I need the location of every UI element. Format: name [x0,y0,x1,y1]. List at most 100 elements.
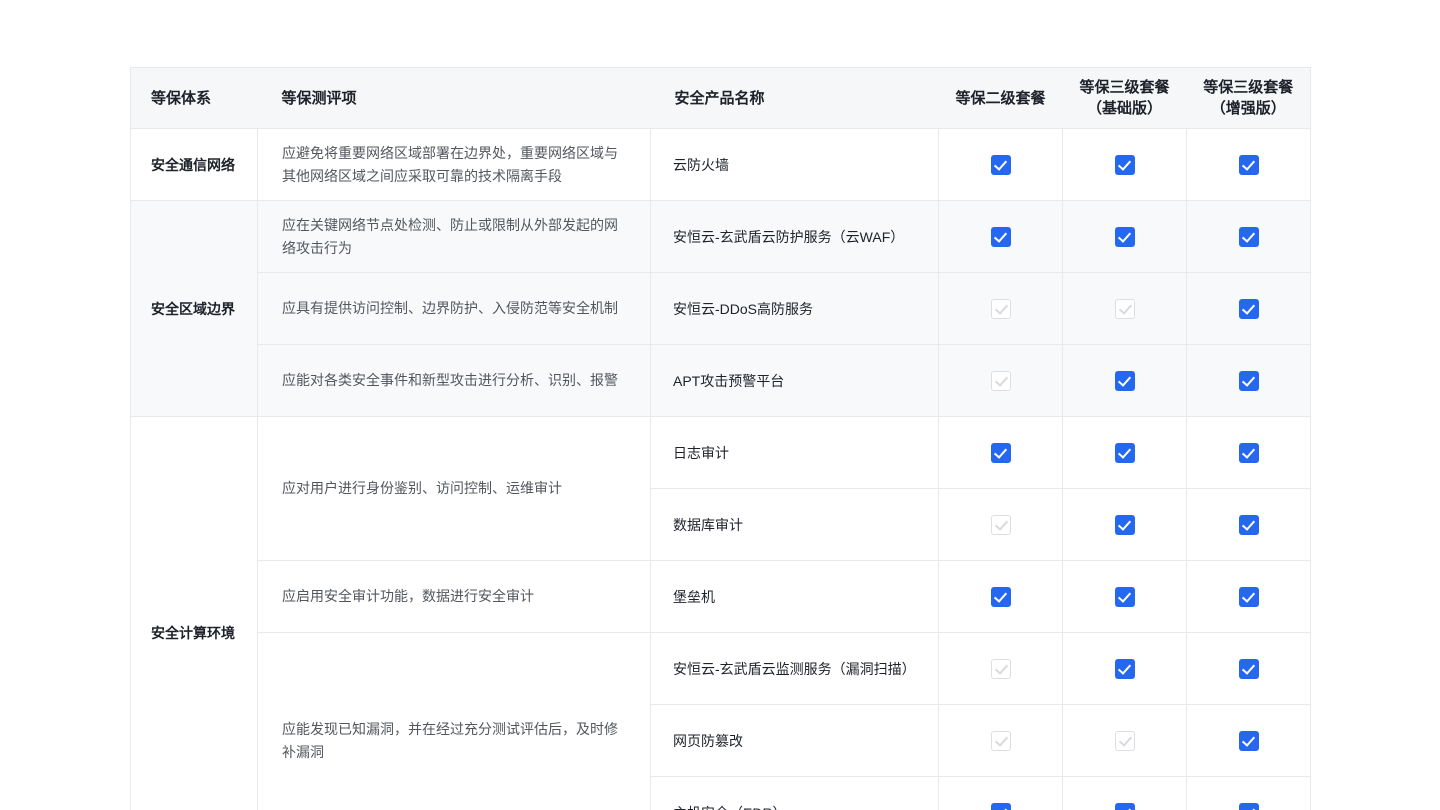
package-check-cell [1186,344,1311,417]
checkbox-checked-icon[interactable] [990,154,1011,175]
table-body: 安全通信网络 应避免将重要网络区域部署在边界处，重要网络区域与其他网络区域之间应采… [130,128,1311,810]
table-row: 应能发现已知漏洞，并在经过充分测试评估后，及时修补漏洞 安恒云-玄武盾云监测服务（… [131,632,1311,810]
product-name-cell: 安恒云-玄武盾云防护服务（云WAF） [650,200,939,273]
column-header-label: 等保测评项 [281,89,357,107]
package-check-cell [1062,128,1187,201]
checkbox-unchecked-icon[interactable] [990,730,1011,751]
column-header-label: 等保三级套餐 [1203,79,1294,96]
package-check-cell [938,416,1063,489]
checkbox-checked-icon[interactable] [1114,370,1135,391]
package-check-cell [1062,560,1187,633]
checkbox-unchecked-icon[interactable] [1114,730,1135,751]
table-row: 应能对各类安全事件和新型攻击进行分析、识别、报警 APT攻击预警平台 [131,344,1311,417]
header-row: 等保体系 等保测评项 安全产品名称 等保二级套餐 等保三级套餐 （基础版） [130,67,1311,129]
checkbox-checked-icon[interactable] [1238,586,1259,607]
column-header-package-level2: 等保二级套餐 [938,67,1063,129]
column-header-package-level3-enhanced: 等保三级套餐 （增强版） [1186,67,1311,129]
table-row: 安全区域边界 应在关键网络节点处检测、防止或限制从外部发起的网络攻击行为 安恒云-玄… [130,200,1311,417]
checkbox-checked-icon[interactable] [1238,370,1259,391]
column-header-sublabel: （基础版） [1086,100,1162,117]
column-header-label: 安全产品名称 [674,89,765,107]
checkbox-checked-icon[interactable] [990,226,1011,247]
column-header-package-level3-basic: 等保三级套餐 （基础版） [1062,67,1187,129]
product-name-cell: 堡垒机 [650,560,939,633]
checkbox-checked-icon[interactable] [1238,514,1259,535]
package-check-cell [1062,632,1187,705]
package-check-cell [1186,200,1311,273]
checkbox-checked-icon[interactable] [1114,658,1135,679]
system-cell: 安全区域边界 [130,200,258,417]
table-row: 安全计算环境 应对用户进行身份鉴别、访问控制、运维审计 日志审计 [130,416,1311,810]
package-check-cell [1186,128,1311,201]
checkbox-checked-icon[interactable] [990,442,1011,463]
package-check-cell [1186,704,1311,777]
system-cell: 安全通信网络 [130,128,258,201]
checkbox-unchecked-icon[interactable] [990,514,1011,535]
product-name-cell: 云防火墙 [650,128,939,201]
package-check-cell [1062,776,1187,810]
package-check-cell [1186,272,1311,345]
column-header-product: 安全产品名称 [650,67,939,129]
checkbox-checked-icon[interactable] [1238,658,1259,679]
checkbox-checked-icon[interactable] [1114,154,1135,175]
column-header-label: 等保体系 [151,89,212,107]
system-cell: 安全计算环境 [130,416,258,810]
product-name-cell: 日志审计 [650,416,939,489]
requirement-cell: 应在关键网络节点处检测、防止或限制从外部发起的网络攻击行为 [257,200,651,273]
checkbox-unchecked-icon[interactable] [990,658,1011,679]
table-row: 应具有提供访问控制、边界防护、入侵防范等安全机制 安恒云-DDoS高防服务 [131,272,1311,345]
checkbox-unchecked-icon[interactable] [990,370,1011,391]
security-package-table-wrap: 等保体系 等保测评项 安全产品名称 等保二级套餐 等保三级套餐 （基础版） [130,67,1311,810]
product-name-cell: APT攻击预警平台 [650,344,939,417]
package-check-cell [938,488,1063,561]
requirement-cell: 应避免将重要网络区域部署在边界处，重要网络区域与其他网络区域之间应采取可靠的技术… [257,128,651,201]
package-check-cell [938,200,1063,273]
package-check-cell [1186,488,1311,561]
checkbox-checked-icon[interactable] [1114,442,1135,463]
checkbox-checked-icon[interactable] [1114,514,1135,535]
product-name-cell: 安恒云-玄武盾云监测服务（漏洞扫描） [650,632,939,705]
checkbox-unchecked-icon[interactable] [990,298,1011,319]
product-name-cell: 主机安全（EDR） [650,776,939,810]
requirement-cell: 应启用安全审计功能，数据进行安全审计 [257,560,651,633]
column-header-requirement: 等保测评项 [257,67,651,129]
package-check-cell [938,272,1063,345]
package-check-cell [938,560,1063,633]
package-check-cell [1062,272,1187,345]
checkbox-checked-icon[interactable] [1238,802,1259,810]
requirement-cell: 应对用户进行身份鉴别、访问控制、运维审计 [257,416,651,561]
table-row: 网页防篡改 [131,704,1311,777]
table-row: 数据库审计 [131,488,1311,561]
column-header-label: 等保二级套餐 [955,89,1046,107]
column-header-system: 等保体系 [130,67,258,129]
package-check-cell [938,128,1063,201]
package-check-cell [938,776,1063,810]
checkbox-checked-icon[interactable] [990,802,1011,810]
product-name-cell: 数据库审计 [650,488,939,561]
package-check-cell [1186,560,1311,633]
table-row: 安全通信网络 应避免将重要网络区域部署在边界处，重要网络区域与其他网络区域之间应采… [130,128,1311,201]
package-check-cell [1062,344,1187,417]
package-check-cell [938,632,1063,705]
checkbox-checked-icon[interactable] [1114,586,1135,607]
package-check-cell [938,704,1063,777]
requirement-cell: 应能发现已知漏洞，并在经过充分测试评估后，及时修补漏洞 [257,632,651,810]
checkbox-checked-icon[interactable] [1114,226,1135,247]
checkbox-checked-icon[interactable] [1238,154,1259,175]
checkbox-checked-icon[interactable] [990,586,1011,607]
package-check-cell [1062,200,1187,273]
security-package-table: 等保体系 等保测评项 安全产品名称 等保二级套餐 等保三级套餐 （基础版） [130,67,1311,810]
checkbox-checked-icon[interactable] [1114,802,1135,810]
requirement-cell: 应能对各类安全事件和新型攻击进行分析、识别、报警 [257,344,651,417]
package-check-cell [1062,704,1187,777]
package-check-cell [1062,416,1187,489]
package-check-cell [938,344,1063,417]
checkbox-checked-icon[interactable] [1238,226,1259,247]
checkbox-checked-icon[interactable] [1238,442,1259,463]
product-name-cell: 安恒云-DDoS高防服务 [650,272,939,345]
checkbox-checked-icon[interactable] [1238,298,1259,319]
checkbox-unchecked-icon[interactable] [1114,298,1135,319]
checkbox-checked-icon[interactable] [1238,730,1259,751]
product-name-cell: 网页防篡改 [650,704,939,777]
